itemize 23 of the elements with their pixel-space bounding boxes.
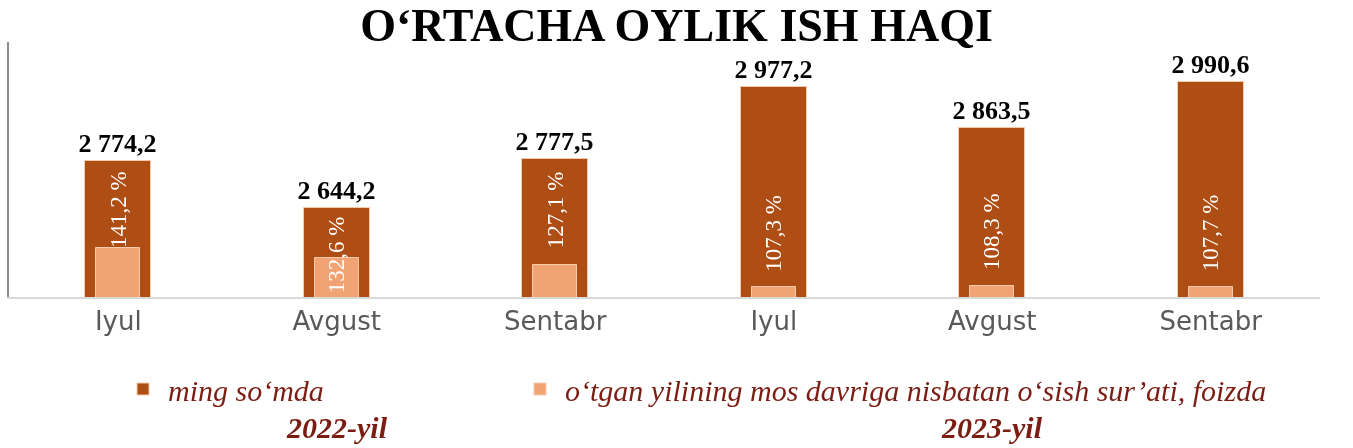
x-tick-label: Sentabr bbox=[1159, 306, 1263, 337]
text: 2022-yil bbox=[286, 411, 388, 444]
data-label: 108,3 % bbox=[979, 193, 1005, 271]
chart-title: O‘RTACHA OYLIK ISH HAQI bbox=[360, 0, 993, 52]
data-label: 2 990,6 bbox=[1171, 49, 1250, 79]
data-label: 2 774,2 bbox=[78, 128, 157, 158]
data-label: 2 644,2 bbox=[297, 175, 376, 205]
data-label: 107,3 % bbox=[760, 195, 786, 272]
data-label: 2 863,5 bbox=[952, 95, 1031, 125]
x-tick-label: Sentabr bbox=[504, 306, 607, 337]
x-tick-label: Iyul bbox=[750, 306, 798, 337]
text: 2023-yil bbox=[941, 411, 1043, 444]
data-label: 2 977,2 bbox=[734, 54, 813, 84]
data-label: 127,1 % bbox=[543, 171, 569, 249]
legend-label: o‘tgan yilining mos davriga nisbatan o‘sish sur’ati, foizda bbox=[565, 373, 1267, 407]
x-tick-label: Iyul bbox=[94, 306, 142, 337]
data-label: 107,7 % bbox=[1198, 194, 1224, 272]
x-tick-label: Avgust bbox=[948, 306, 1037, 337]
data-label: 132,6 % bbox=[324, 216, 350, 294]
data-label: 2 777,5 bbox=[515, 126, 594, 156]
legend-label: ming so‘mda bbox=[168, 373, 324, 407]
x-tick-label: Avgust bbox=[292, 306, 381, 337]
data-label: 141,2 % bbox=[105, 171, 131, 248]
